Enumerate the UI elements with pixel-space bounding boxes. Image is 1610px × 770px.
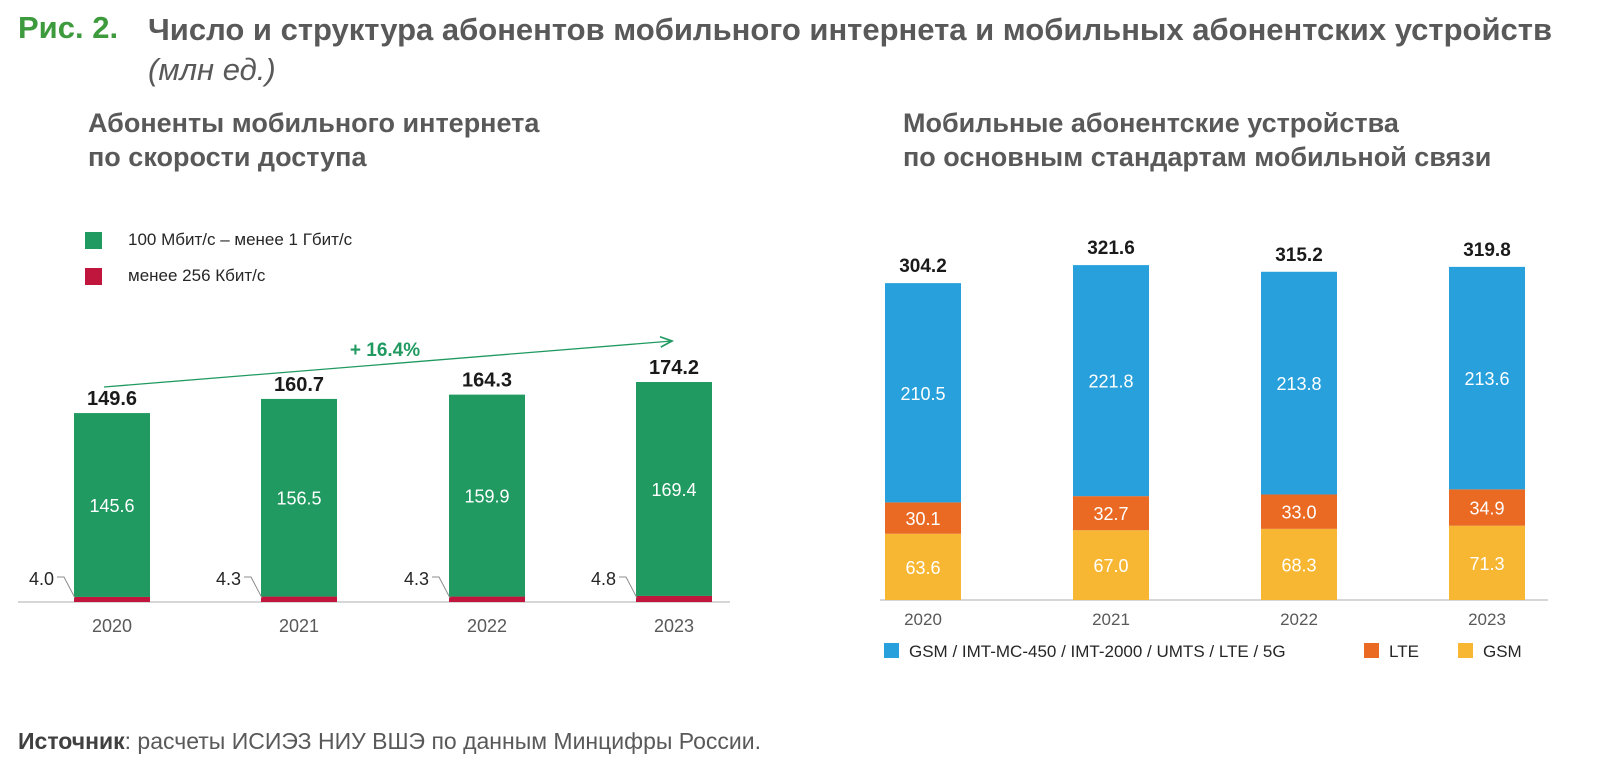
leader-line (432, 576, 451, 599)
internet-subscribers-chart: 100 Мбит/с – менее 1 Гбит/с менее 256 Кби… (18, 230, 730, 636)
total-label: 164.3 (462, 370, 512, 392)
bar-segment-lte (1261, 494, 1337, 529)
bar-segment-gsm (885, 533, 961, 600)
data-label-low-speed: 4.8 (591, 569, 616, 589)
growth-arrow (103, 341, 672, 388)
data-label-low-speed: 4.3 (216, 569, 241, 589)
data-label-lte: 34.9 (1469, 499, 1504, 519)
figure-title-text: Число и структура абонентов мобильного и… (148, 12, 1553, 47)
data-label-multi-standard: 213.8 (1276, 374, 1321, 394)
bar-segment-multi-standard (1261, 271, 1337, 495)
legend-label: менее 256 Кбит/с (128, 266, 266, 285)
data-label-multi-standard: 210.5 (900, 384, 945, 404)
growth-annotation: + 16.4% (350, 340, 420, 361)
left-chart-title: Абоненты мобильного интернета по скорост… (88, 106, 539, 174)
data-label-multi-standard: 221.8 (1088, 372, 1133, 392)
data-label-gsm: 67.0 (1093, 556, 1128, 576)
figure-title: Число и структура абонентов мобильного и… (148, 10, 1588, 90)
legend-swatch (85, 232, 102, 249)
bar-segment-multi-standard (885, 283, 961, 503)
data-label-high-speed: 159.9 (464, 487, 509, 507)
bar-segment-high-speed (636, 382, 712, 596)
x-tick-label: 2022 (1280, 610, 1318, 629)
bar-segment-multi-standard (1449, 266, 1525, 490)
total-label: 174.2 (649, 357, 699, 379)
bar-segment-lte (1449, 489, 1525, 526)
bar-segment-low-speed (261, 596, 337, 602)
right-chart-title-line: Мобильные абонентские устройства (903, 108, 1399, 138)
x-tick-label: 2023 (1468, 610, 1506, 629)
data-label-gsm: 68.3 (1281, 555, 1316, 575)
data-label-lte: 33.0 (1281, 503, 1316, 523)
data-label-high-speed: 169.4 (651, 480, 696, 500)
x-tick-label: 2022 (467, 616, 507, 636)
left-chart-title-line: Абоненты мобильного интернета (88, 108, 540, 138)
source-note: Источник: расчеты ИСИЭЗ НИУ ВШЭ по данны… (18, 728, 761, 755)
legend-label: GSM (1483, 642, 1522, 661)
bar-segment-low-speed (636, 595, 712, 602)
source-label: Источник (18, 728, 125, 754)
x-tick-label: 2023 (654, 616, 694, 636)
total-label: 321.6 (1087, 238, 1135, 259)
right-chart-title: Мобильные абонентские устройства по осно… (903, 106, 1491, 174)
data-label-high-speed: 156.5 (276, 489, 321, 509)
legend-label: LTE (1389, 642, 1419, 661)
legend-swatch (85, 268, 102, 285)
leader-line (619, 576, 638, 599)
bar-segment-multi-standard (1073, 265, 1149, 497)
total-label: 304.2 (899, 256, 947, 277)
data-label-lte: 32.7 (1093, 504, 1128, 524)
bar-segment-gsm (1449, 525, 1525, 600)
data-label-gsm: 63.6 (905, 558, 940, 578)
bar-segment-high-speed (449, 394, 525, 597)
data-label-multi-standard: 213.6 (1464, 369, 1509, 389)
bar-segment-gsm (1073, 530, 1149, 600)
total-label: 315.2 (1275, 245, 1323, 266)
legend-label: GSM / IMT-MC-450 / IMT-2000 / UMTS / LTE… (909, 642, 1286, 661)
bar-segment-high-speed (74, 413, 150, 597)
subscriber-devices-chart: 63.6 30.1 210.5 304.2 2020 67.0 32.7 221.8 321.6… (880, 238, 1548, 661)
x-tick-label: 2020 (904, 610, 942, 629)
x-tick-label: 2021 (1092, 610, 1130, 629)
total-label: 319.8 (1463, 240, 1511, 261)
bar-segment-low-speed (449, 596, 525, 602)
legend-label: 100 Мбит/с – менее 1 Гбит/с (128, 230, 353, 249)
x-tick-label: 2020 (92, 616, 132, 636)
bar-segment-lte (1073, 496, 1149, 531)
right-chart-title-line: по основным стандартам мобильной связи (903, 142, 1492, 172)
data-label-high-speed: 145.6 (89, 496, 134, 516)
total-label: 160.7 (274, 374, 324, 396)
legend-swatch (884, 643, 899, 658)
source-text: : расчеты ИСИЭЗ НИУ ВШЭ по данным Минциф… (124, 728, 761, 754)
legend-swatch (1364, 643, 1379, 658)
leader-line (57, 576, 76, 599)
figure-units: (млн ед.) (148, 52, 276, 87)
total-label: 149.6 (87, 388, 137, 410)
figure-label: Рис. 2. (18, 10, 119, 45)
data-label-low-speed: 4.3 (404, 569, 429, 589)
bar-segment-low-speed (74, 596, 150, 602)
data-label-low-speed: 4.0 (29, 569, 54, 589)
bar-segment-high-speed (261, 398, 337, 597)
leader-line (244, 576, 263, 599)
bar-segment-lte (885, 502, 961, 534)
data-label-gsm: 71.3 (1469, 554, 1504, 574)
data-label-lte: 30.1 (905, 509, 940, 529)
legend-swatch (1458, 643, 1473, 658)
left-chart-title-line: по скорости доступа (88, 142, 367, 172)
bar-segment-gsm (1261, 528, 1337, 600)
x-tick-label: 2021 (279, 616, 319, 636)
